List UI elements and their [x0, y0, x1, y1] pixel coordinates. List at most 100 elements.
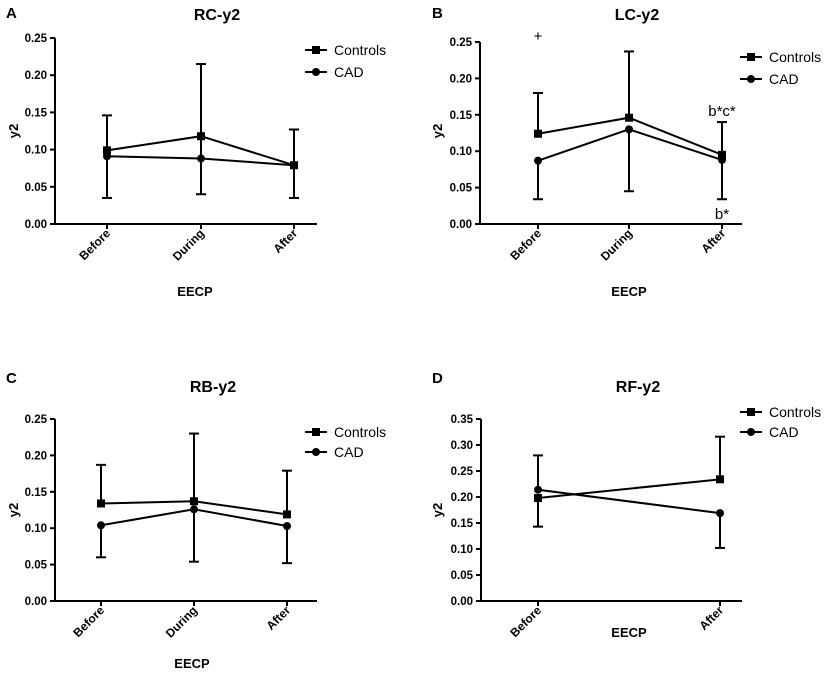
x-tick-label: During [598, 226, 635, 263]
x-axis-label: EECP [174, 656, 210, 671]
data-point-controls [283, 510, 291, 519]
y-axis-label: y2 [6, 503, 21, 517]
x-tick-label: Before [507, 226, 544, 263]
data-point-cad [190, 505, 198, 514]
panel-b: B LC-y2 0.00 0.05 0.10 0.15 0.20 0.25 Before Duri… [430, 5, 821, 299]
y-tick-label: 0.30 [451, 440, 473, 452]
legend-marker-square [747, 53, 755, 61]
panel-letter: D [432, 370, 443, 387]
y-tick-label: 0.15 [25, 487, 48, 499]
legend-marker-square [747, 408, 755, 416]
legend-marker-circle [747, 428, 755, 436]
chart-title: RB-y2 [190, 379, 236, 396]
y-tick-label: 0.25 [451, 466, 474, 478]
legend-label: Controls [769, 49, 821, 65]
legend-marker-square [312, 46, 320, 54]
x-tick-label: After [270, 226, 300, 256]
data-point-cad [290, 161, 298, 170]
y-tick-label: 0.25 [450, 37, 473, 49]
legend-marker-circle [312, 448, 320, 456]
chart-title: LC-y2 [615, 7, 660, 24]
panel-c: C RB-y2 0.00 0.05 0.10 0.15 0.20 0.25 Before Duri… [6, 370, 386, 671]
data-point-controls [534, 494, 542, 503]
y-tick-label: 0.05 [25, 560, 48, 572]
x-axis-label: EECP [611, 625, 647, 640]
data-point-cad [103, 152, 111, 161]
legend-label: CAD [334, 64, 364, 80]
y-tick-label: 0.20 [450, 73, 472, 85]
annotation: b*c* [708, 103, 736, 120]
y-tick-label: 0.20 [451, 492, 473, 504]
legend-label: Controls [334, 42, 386, 58]
chart-title: RF-y2 [616, 379, 661, 396]
y-tick-label: 0.10 [25, 523, 47, 535]
x-tick-label: Before [70, 603, 107, 640]
legend-marker-circle [747, 75, 755, 83]
y-tick-label: 0.25 [25, 33, 48, 45]
data-point-controls [103, 146, 111, 155]
y-tick-label: 0.00 [450, 219, 472, 231]
x-tick-label: Before [76, 226, 113, 263]
y-axis-label: y2 [430, 124, 445, 138]
y-tick-label: 0.00 [25, 219, 47, 231]
legend-label: Controls [334, 424, 386, 440]
data-point-controls [716, 475, 724, 484]
data-point-cad [716, 509, 724, 518]
y-tick-label: 0.15 [25, 107, 48, 119]
x-tick-label: After [698, 226, 728, 256]
annotation: + [534, 28, 543, 45]
x-tick-label: During [170, 226, 207, 263]
x-tick-label: Before [507, 603, 544, 640]
y-tick-label: 0.05 [25, 182, 48, 194]
data-point-cad [197, 154, 205, 163]
data-point-controls [718, 150, 726, 159]
y-tick-label: 0.20 [25, 70, 47, 82]
y-tick-label: 0.15 [450, 110, 473, 122]
y-tick-label: 0.05 [451, 570, 474, 582]
data-point-cad [534, 485, 542, 494]
y-tick-label: 0.15 [451, 518, 474, 530]
y-tick-label: 0.05 [450, 183, 473, 195]
legend-marker-circle [312, 68, 320, 76]
y-tick-label: 0.10 [451, 544, 473, 556]
y-tick-label: 0.00 [25, 596, 47, 608]
data-point-cad [718, 155, 726, 164]
legend-label: Controls [769, 404, 821, 420]
y-tick-label: 0.10 [25, 145, 47, 157]
legend-label: CAD [334, 444, 364, 460]
x-tick-label: During [163, 603, 200, 640]
legend-marker-square [312, 428, 320, 436]
data-point-controls [534, 129, 542, 138]
panel-letter: C [6, 370, 17, 387]
y-axis-label: y2 [6, 124, 21, 138]
panel-letter: B [432, 5, 443, 22]
panel-a: A RC-y2 0.00 0.05 0.10 0.15 0.20 0.25 Before Duri… [6, 5, 386, 299]
y-tick-label: 0.20 [25, 450, 47, 462]
x-tick-label: After [263, 603, 293, 633]
x-axis-label: EECP [177, 284, 213, 299]
legend-label: CAD [769, 424, 799, 440]
chart-title: RC-y2 [194, 7, 240, 24]
data-point-controls [197, 132, 205, 141]
y-tick-label: 0.10 [450, 146, 472, 158]
series-line-cad [537, 488, 721, 515]
data-point-cad [625, 125, 633, 134]
y-tick-label: 0.00 [451, 596, 473, 608]
x-tick-label: After [696, 603, 726, 633]
legend-label: CAD [769, 71, 799, 87]
data-point-controls [625, 113, 633, 122]
x-axis-label: EECP [611, 284, 647, 299]
y-axis-label: y2 [430, 503, 445, 517]
y-tick-label: 0.25 [25, 414, 48, 426]
data-point-controls [190, 497, 198, 506]
series-line-controls [537, 478, 721, 500]
panel-letter: A [6, 5, 17, 22]
data-point-cad [283, 522, 291, 531]
annotation: b* [715, 206, 729, 223]
data-point-cad [97, 521, 105, 530]
panel-d: D RF-y2 0.00 0.05 0.10 0.15 0.20 0.25 0.30 0.35 Be… [430, 370, 821, 640]
data-point-controls [97, 499, 105, 508]
data-point-cad [534, 156, 542, 165]
y-tick-label: 0.35 [451, 414, 474, 426]
